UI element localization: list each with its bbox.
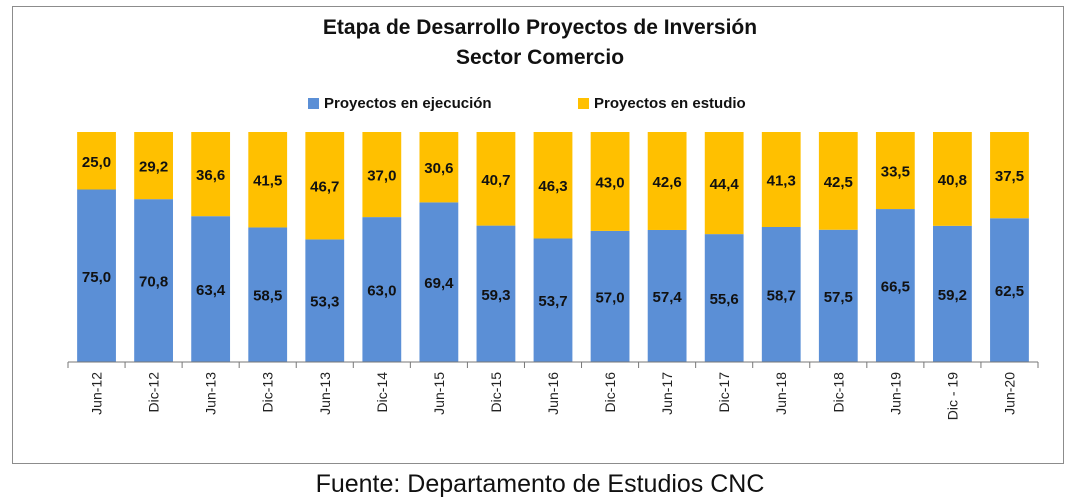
data-label-ejecucion: 53,7 [538, 293, 567, 310]
bar-ejecucion [77, 189, 116, 362]
bar-estudio [933, 132, 972, 226]
data-label-estudio: 46,7 [310, 179, 339, 196]
x-tick-label: Dic-16 [602, 372, 618, 413]
bar-estudio [305, 132, 345, 240]
chart-legend: Proyectos en ejecución Proyectos en estu… [0, 95, 1080, 115]
bar-ejecucion [818, 229, 858, 362]
chart-title: Etapa de Desarrollo Proyectos de Inversi… [322, 16, 758, 39]
data-label-estudio: 25,0 [82, 154, 111, 171]
legend-item-ejecucion: Proyectos en ejecución [308, 95, 492, 112]
bar-ejecucion [761, 226, 801, 362]
data-label-ejecucion: 62,5 [995, 283, 1024, 300]
legend-swatch-ejecucion [308, 98, 319, 109]
bar-ejecucion [476, 225, 516, 362]
data-label-estudio: 37,5 [995, 168, 1024, 185]
x-tick-label: Dic-17 [716, 372, 732, 413]
data-label-ejecucion: 53,3 [310, 294, 339, 311]
bar-estudio [419, 132, 459, 203]
x-tick-label: Jun-13 [317, 372, 333, 415]
bar-ejecucion [533, 238, 573, 362]
data-label-estudio: 30,6 [424, 160, 453, 177]
x-tick-label: Dic-18 [830, 372, 846, 413]
legend-item-estudio: Proyectos en estudio [578, 95, 746, 112]
x-tick-label: Jun-20 [1001, 372, 1017, 415]
x-tick-label: Dic - 19 [944, 372, 960, 420]
legend-swatch-estudio [578, 98, 589, 109]
data-label-estudio: 29,2 [139, 159, 168, 176]
bar-estudio [248, 132, 288, 228]
x-tick-label: Jun-17 [659, 372, 675, 415]
bar-estudio [647, 132, 687, 230]
plot-area: 75,0 25,0 Jun-12 70,8 29,2 Dic-12 63,4 36,6 Jun-… [67, 132, 1039, 420]
x-tick-label: Jun-18 [773, 372, 789, 415]
bar-ejecucion [134, 199, 173, 362]
data-label-ejecucion: 70,8 [139, 274, 168, 291]
bar-ejecucion [704, 234, 744, 362]
bar-estudio [590, 132, 630, 231]
data-label-estudio: 42,5 [824, 174, 853, 191]
bar-estudio [191, 132, 231, 217]
data-label-estudio: 36,6 [196, 167, 225, 184]
legend-label-ejecucion: Proyectos en ejecución [324, 95, 492, 112]
bar-ejecucion [933, 225, 972, 362]
data-label-estudio: 41,5 [253, 173, 282, 190]
data-label-estudio: 40,7 [481, 172, 510, 189]
data-label-estudio: 37,0 [367, 168, 396, 185]
data-label-ejecucion: 58,5 [253, 288, 282, 305]
data-label-ejecucion: 58,7 [767, 287, 796, 304]
bar-ejecucion [191, 216, 231, 362]
bar-estudio [533, 132, 573, 239]
data-label-estudio: 46,3 [538, 178, 567, 195]
bar-estudio [818, 132, 858, 230]
bar-estudio [990, 132, 1029, 219]
legend-label-estudio: Proyectos en estudio [594, 95, 746, 112]
data-label-ejecucion: 59,2 [938, 287, 967, 304]
x-tick-label: Dic-13 [260, 372, 276, 413]
bar-ejecucion [647, 229, 687, 362]
x-tick-label: Jun-12 [89, 372, 105, 415]
data-label-estudio: 33,5 [881, 164, 910, 181]
chart-subtitle: Sector Comercio [455, 46, 625, 69]
data-label-ejecucion: 57,0 [595, 289, 624, 306]
data-label-ejecucion: 63,4 [196, 282, 226, 299]
bar-estudio [704, 132, 744, 235]
data-label-estudio: 44,4 [710, 176, 740, 193]
data-label-ejecucion: 75,0 [82, 269, 111, 286]
bar-ejecucion [419, 202, 459, 362]
source-note: Fuente: Departamento de Estudios CNC [315, 470, 765, 498]
data-label-estudio: 40,8 [938, 172, 967, 189]
x-tick-label: Dic-12 [146, 372, 162, 413]
x-tick-label: Dic-15 [488, 372, 504, 413]
bar-estudio [77, 132, 116, 190]
bar-ejecucion [362, 217, 402, 362]
bar-estudio [761, 132, 801, 227]
x-tick-label: Jun-16 [545, 372, 561, 415]
x-tick-label: Dic-14 [374, 372, 390, 413]
bar-ejecucion [990, 218, 1029, 362]
data-label-ejecucion: 55,6 [710, 291, 739, 308]
bar-ejecucion [248, 227, 288, 362]
data-label-ejecucion: 57,4 [653, 289, 683, 306]
bar-ejecucion [875, 209, 915, 362]
bar-ejecucion [590, 230, 630, 362]
x-tick-label: Jun-19 [887, 372, 903, 415]
data-label-estudio: 41,3 [767, 172, 796, 189]
bar-estudio [875, 132, 915, 210]
data-label-estudio: 43,0 [595, 174, 624, 191]
data-label-ejecucion: 57,5 [824, 289, 853, 306]
bar-estudio [134, 132, 173, 200]
data-label-ejecucion: 66,5 [881, 279, 910, 296]
bar-estudio [362, 132, 402, 218]
data-label-ejecucion: 59,3 [481, 287, 510, 304]
x-tick-label: Jun-13 [203, 372, 219, 415]
bar-ejecucion [305, 239, 345, 362]
bar-estudio [476, 132, 516, 226]
data-label-ejecucion: 63,0 [367, 283, 396, 300]
x-tick-label: Jun-15 [431, 372, 447, 415]
data-label-ejecucion: 69,4 [424, 275, 454, 292]
data-label-estudio: 42,6 [653, 174, 682, 191]
